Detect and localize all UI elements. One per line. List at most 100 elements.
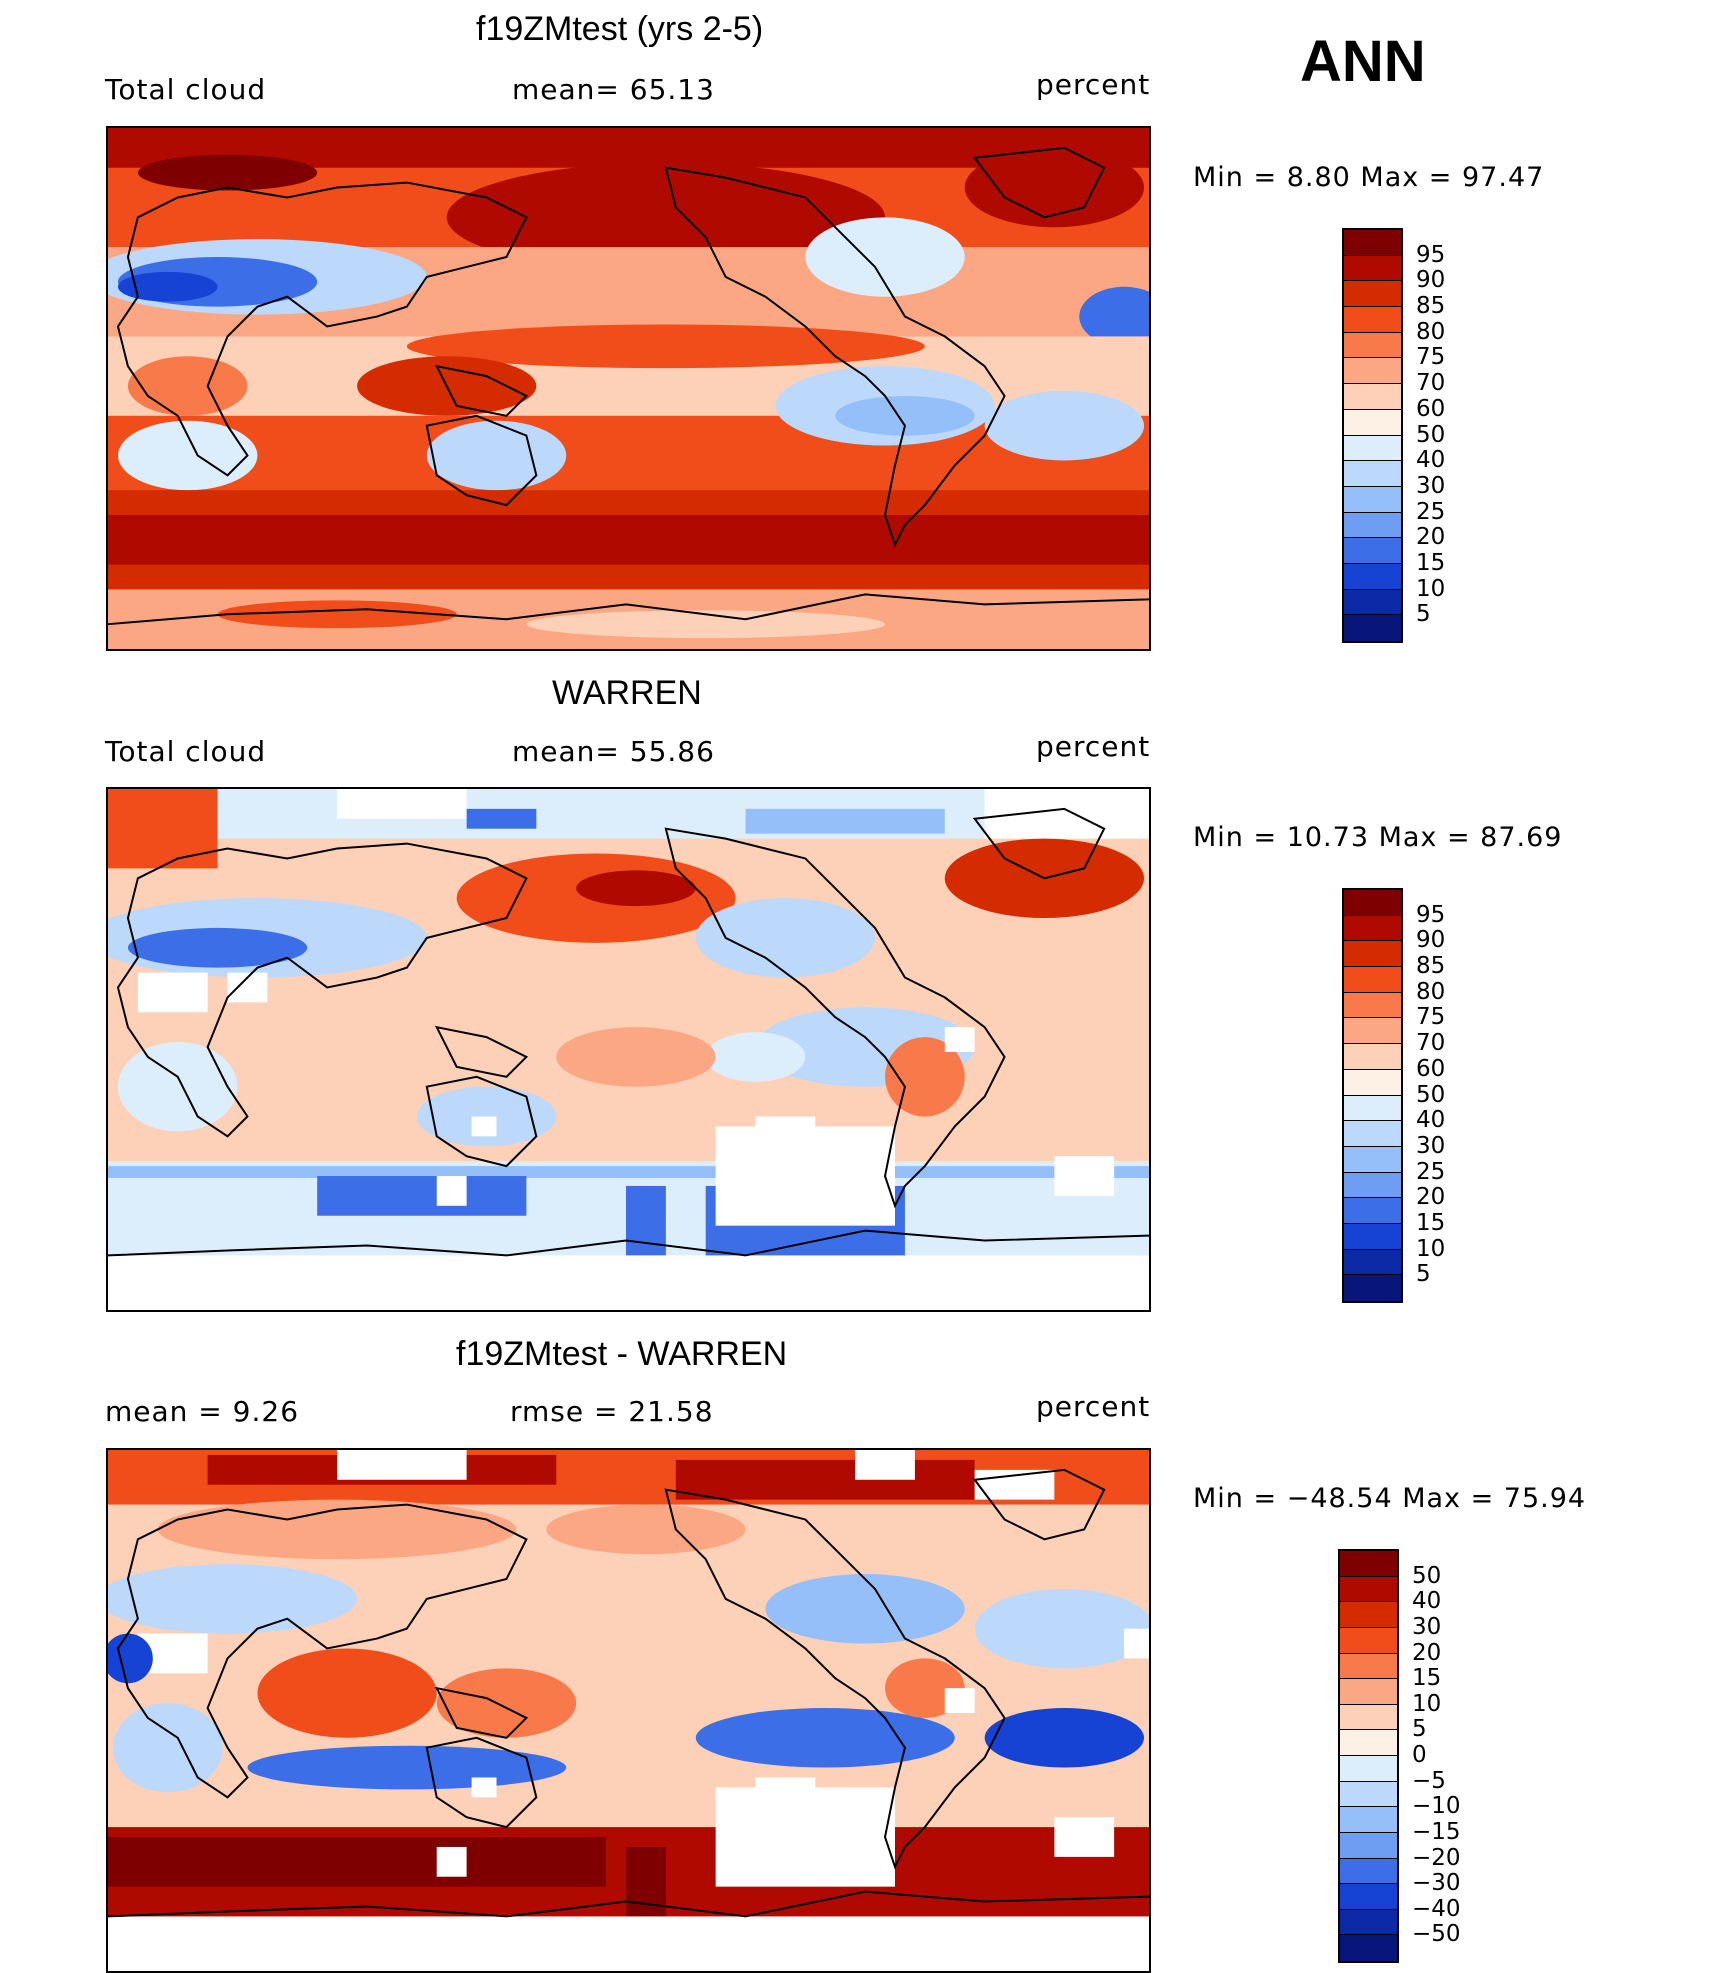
colorbar-segment bbox=[1340, 1679, 1397, 1705]
colorbar-tick-label: 80 bbox=[1416, 978, 1446, 1005]
colorbar-tick-label: 25 bbox=[1416, 1158, 1446, 1185]
colorbar-segment bbox=[1340, 1756, 1397, 1782]
colorbar-segment bbox=[1344, 1223, 1401, 1250]
colorbar-segment bbox=[1340, 1935, 1397, 1961]
colorbar-tick-label: 30 bbox=[1416, 472, 1446, 499]
colorbar-segment bbox=[1340, 1807, 1397, 1833]
colorbar-tick-label: 50 bbox=[1416, 421, 1446, 448]
colorbar-tick-label: 50 bbox=[1412, 1562, 1442, 1589]
colorbar-segment bbox=[1344, 1018, 1401, 1045]
colorbar-tick-label: 5 bbox=[1416, 1261, 1431, 1288]
colorbar-segment bbox=[1344, 1249, 1401, 1276]
colorbar-segment bbox=[1344, 915, 1401, 942]
colorbar-segment bbox=[1344, 307, 1401, 333]
colorbar-segment bbox=[1340, 1653, 1397, 1680]
mean-label: mean= 65.13 bbox=[512, 73, 715, 106]
colorbar-segment bbox=[1340, 1832, 1397, 1859]
panel-title: f19ZMtest - WARREN bbox=[456, 1335, 788, 1373]
colorbar-tick-label: 85 bbox=[1416, 953, 1446, 980]
mean-label: mean = 9.26 bbox=[105, 1395, 300, 1428]
colorbar-tick-label: 95 bbox=[1416, 241, 1446, 268]
colorbar-segment bbox=[1340, 1576, 1397, 1603]
colorbar-segment bbox=[1344, 1069, 1401, 1096]
colorbar-tick-label: 10 bbox=[1412, 1690, 1442, 1717]
colorbar-segment bbox=[1344, 1146, 1401, 1173]
colorbar-segment bbox=[1344, 992, 1401, 1019]
colorbar-tick-label: 90 bbox=[1416, 927, 1446, 954]
difference-cloud-field bbox=[108, 1450, 1149, 1971]
variable-label: Total cloud bbox=[105, 73, 267, 106]
colorbar-tick-label: 5 bbox=[1412, 1716, 1427, 1743]
colorbar-segment bbox=[1344, 1275, 1401, 1301]
colorbar-segment bbox=[1344, 1121, 1401, 1147]
min-max-label: Min = 8.80 Max = 97.47 bbox=[1193, 162, 1545, 193]
colorbar-tick-label: 60 bbox=[1416, 1055, 1446, 1082]
colorbar-tick-label: 15 bbox=[1412, 1665, 1442, 1692]
colorbar-tick-label: 60 bbox=[1416, 395, 1446, 422]
variable-label: Total cloud bbox=[105, 735, 267, 768]
colorbar-segment bbox=[1340, 1551, 1397, 1577]
colorbar bbox=[1342, 228, 1403, 643]
colorbar-tick-label: −10 bbox=[1412, 1793, 1461, 1820]
colorbar-tick-label: 25 bbox=[1416, 498, 1446, 525]
colorbar-tick-label: 20 bbox=[1416, 1184, 1446, 1211]
colorbar-tick-label: 85 bbox=[1416, 293, 1446, 320]
colorbar bbox=[1342, 888, 1403, 1303]
colorbar-tick-label: 50 bbox=[1416, 1081, 1446, 1108]
colorbar-tick-label: −5 bbox=[1412, 1767, 1446, 1794]
colorbar-tick-label: 10 bbox=[1416, 575, 1446, 602]
colorbar-segments bbox=[1344, 890, 1401, 1301]
panel-title: f19ZMtest (yrs 2-5) bbox=[476, 10, 764, 48]
units-label: percent bbox=[1036, 1390, 1151, 1423]
colorbar-segment bbox=[1340, 1602, 1397, 1628]
colorbar-segment bbox=[1344, 941, 1401, 968]
units-label: percent bbox=[1036, 68, 1151, 101]
colorbar-segment bbox=[1340, 1627, 1397, 1654]
colorbar-segment bbox=[1344, 358, 1401, 385]
mean-label: mean= 55.86 bbox=[512, 735, 715, 768]
colorbar-tick-label: 5 bbox=[1416, 601, 1431, 628]
colorbar-segment bbox=[1344, 384, 1401, 410]
colorbar-tick-label: 40 bbox=[1416, 447, 1446, 474]
colorbar-tick-label: 15 bbox=[1416, 1209, 1446, 1236]
colorbar-segment bbox=[1340, 1704, 1397, 1731]
colorbar-tick-label: 30 bbox=[1412, 1613, 1442, 1640]
colorbar-tick-label: 75 bbox=[1416, 1004, 1446, 1031]
colorbar-segment bbox=[1344, 1044, 1401, 1070]
model-cloud-map bbox=[106, 126, 1151, 651]
observed-cloud-map bbox=[106, 787, 1151, 1312]
colorbar-segment bbox=[1344, 255, 1401, 282]
colorbar-segment bbox=[1340, 1781, 1397, 1808]
colorbar-segment bbox=[1340, 1730, 1397, 1756]
colorbar-segment bbox=[1344, 409, 1401, 436]
colorbar-tick-label: 20 bbox=[1412, 1639, 1442, 1666]
colorbar bbox=[1338, 1549, 1399, 1963]
colorbar-segments bbox=[1344, 230, 1401, 641]
colorbar-segment bbox=[1344, 563, 1401, 590]
colorbar-tick-label: 95 bbox=[1416, 901, 1446, 928]
colorbar-tick-label: 70 bbox=[1416, 370, 1446, 397]
colorbar-segment bbox=[1344, 589, 1401, 616]
colorbar-segment bbox=[1340, 1909, 1397, 1936]
colorbar-tick-label: 20 bbox=[1416, 524, 1446, 551]
colorbar-segment bbox=[1344, 512, 1401, 539]
colorbar-tick-label: 10 bbox=[1416, 1235, 1446, 1262]
colorbar-tick-label: 0 bbox=[1412, 1742, 1427, 1768]
colorbar-tick-label: −20 bbox=[1412, 1844, 1461, 1871]
colorbar-segment bbox=[1344, 967, 1401, 993]
colorbar-tick-label: −50 bbox=[1412, 1921, 1461, 1948]
colorbar-segment bbox=[1340, 1884, 1397, 1910]
colorbar-segment bbox=[1344, 486, 1401, 513]
colorbar-tick-label: 40 bbox=[1416, 1107, 1446, 1134]
model-cloud-field bbox=[108, 128, 1149, 649]
colorbar-tick-label: −30 bbox=[1412, 1870, 1461, 1897]
min-max-label: Min = −48.54 Max = 75.94 bbox=[1193, 1483, 1587, 1514]
rmse-label: rmse = 21.58 bbox=[510, 1395, 714, 1428]
colorbar-segments bbox=[1340, 1551, 1397, 1961]
colorbar-tick-label: 75 bbox=[1416, 344, 1446, 371]
colorbar-segment bbox=[1344, 615, 1401, 641]
min-max-label: Min = 10.73 Max = 87.69 bbox=[1193, 822, 1563, 853]
difference-cloud-map bbox=[106, 1448, 1151, 1973]
colorbar-segment bbox=[1344, 461, 1401, 487]
colorbar-tick-label: 90 bbox=[1416, 267, 1446, 294]
